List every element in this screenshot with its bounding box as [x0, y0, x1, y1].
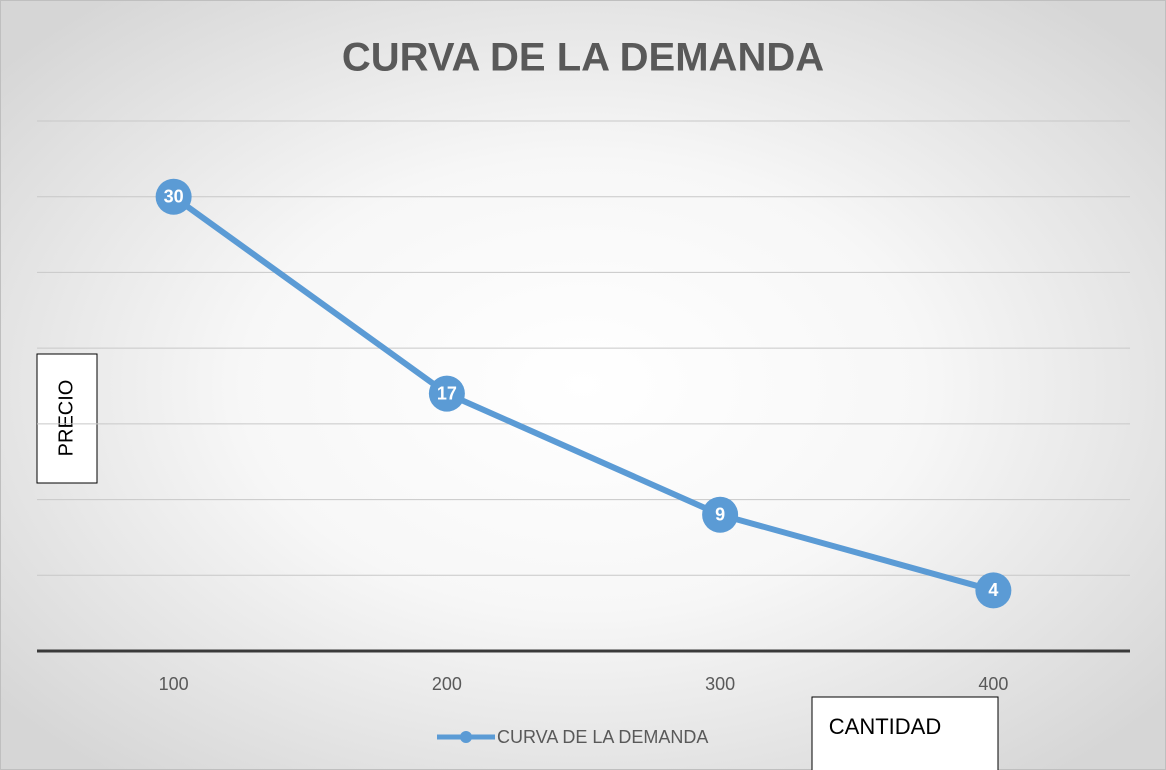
series-line — [171, 194, 995, 594]
data-point — [428, 375, 465, 412]
y-label-box — [36, 353, 98, 484]
x-tick-label: 300 — [705, 674, 735, 694]
data-point — [702, 496, 739, 533]
x-tick-label: 200 — [432, 674, 462, 694]
data-point — [155, 178, 192, 215]
data-label: 4 — [988, 580, 998, 600]
chart-title: CURVA DE LA DEMANDA — [342, 36, 824, 80]
data-point — [975, 572, 1012, 609]
x-axis-label: CANTIDAD — [829, 714, 941, 739]
x-label-box — [811, 696, 999, 770]
data-label: 17 — [437, 383, 457, 403]
legend-marker — [460, 731, 472, 743]
x-tick-label: 400 — [978, 674, 1008, 694]
data-label: 9 — [715, 504, 725, 524]
data-label: 30 — [164, 186, 184, 206]
y-axis-label: PRECIO — [55, 380, 77, 457]
legend-label: CURVA DE LA DEMANDA — [497, 727, 708, 747]
x-tick-label: 100 — [159, 674, 189, 694]
